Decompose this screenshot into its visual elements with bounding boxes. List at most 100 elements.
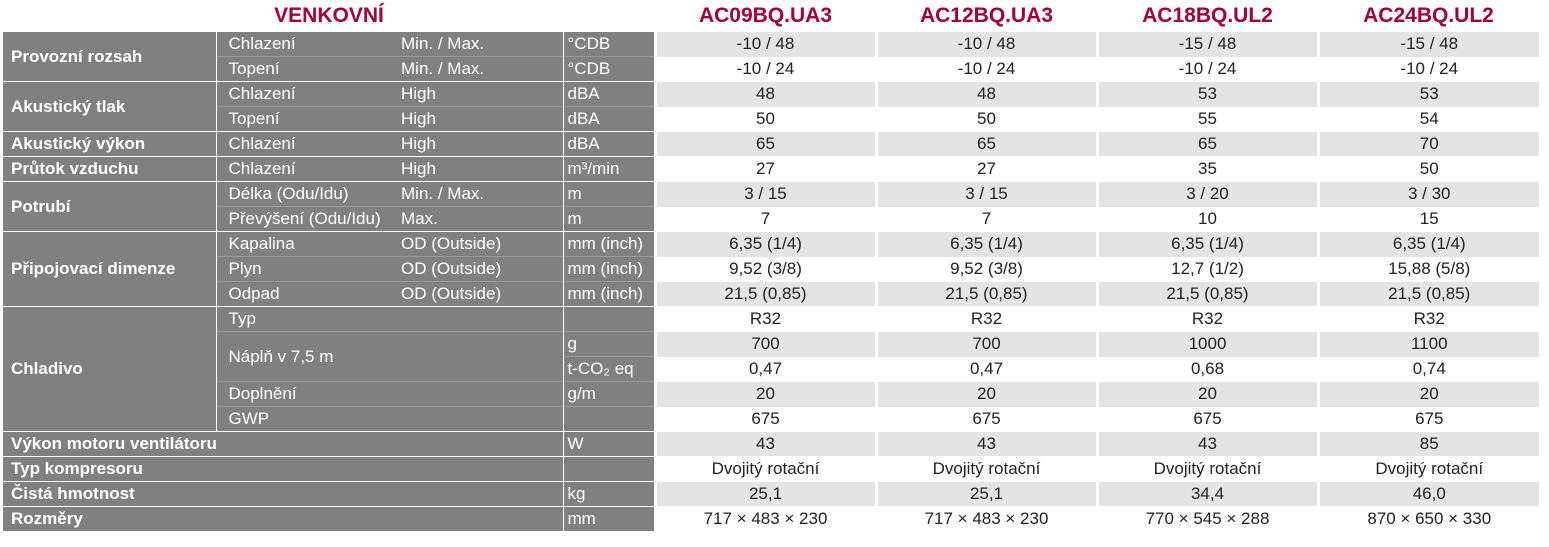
unit: dBA [562, 106, 655, 132]
value: 870 × 650 × 330 [1316, 506, 1539, 531]
sub-label: Kapalina [216, 231, 389, 257]
section-title: VENKOVNÍ [274, 3, 384, 27]
value: 65 [653, 131, 876, 157]
table-row: Potrubí Délka (Odu/Idu) Min. / Max. m 3 / 15… [3, 181, 1539, 232]
sub-label: Typ [216, 306, 389, 332]
value: 0,74 [1316, 356, 1539, 382]
value: 3 / 15 [653, 181, 876, 207]
condition: Min. / Max. [389, 31, 563, 57]
group-label: Čistá hmotnost [3, 481, 564, 507]
value: 46,0 [1316, 481, 1539, 507]
value: 1000 [1095, 331, 1318, 357]
value: 25,1 [653, 481, 876, 507]
value: 43 [874, 431, 1097, 457]
value: 7 [874, 206, 1097, 232]
group-label: Potrubí [3, 181, 217, 232]
unit: t-CO₂ eq [562, 356, 655, 382]
value: -15 / 48 [1316, 31, 1539, 57]
sub-label: Plyn [216, 256, 389, 282]
sub-label: Chlazení [216, 131, 389, 157]
condition [389, 381, 563, 407]
value: 20 [653, 381, 876, 407]
value: 675 [874, 406, 1097, 432]
sub-label: Topení [216, 56, 389, 82]
value: 3 / 30 [1316, 181, 1539, 207]
unit: mm (inch) [562, 256, 655, 282]
value: R32 [1316, 306, 1539, 332]
table-row: Plyn OD (Outside) mm (inch) 9,52 (3/8) 9,52 … [3, 256, 1539, 282]
value: 50 [874, 106, 1097, 132]
unit: m³/min [562, 156, 655, 182]
value: 3 / 20 [1095, 181, 1318, 207]
table-row: Akustický tlak Chlazení High dBA 48 48 53 53 [3, 81, 1539, 132]
unit [562, 306, 655, 332]
value: 21,5 (0,85) [1316, 281, 1539, 307]
value: 6,35 (1/4) [1095, 231, 1318, 257]
value: 50 [653, 106, 876, 132]
value: 55 [1095, 106, 1318, 132]
condition: OD (Outside) [389, 256, 563, 282]
value: -10 / 24 [1095, 56, 1318, 82]
model-header: AC24BQ.UL2 [1363, 3, 1494, 27]
value: 7 [653, 206, 876, 232]
value: 700 [653, 331, 876, 357]
value: 20 [874, 381, 1097, 407]
value: 35 [1095, 156, 1318, 182]
value: 10 [1095, 206, 1318, 232]
condition: High [389, 106, 563, 132]
value: 70 [1316, 131, 1539, 157]
table-row: Odpad OD (Outside) mm (inch) 21,5 (0,85) 21,… [3, 281, 1539, 307]
group-label: Rozměry [3, 506, 564, 531]
value: 65 [874, 131, 1097, 157]
unit: dBA [562, 131, 655, 157]
value: 675 [653, 406, 876, 432]
table-row: Akustický výkon Chlazení High dBA 65 65 65 70 [3, 131, 1539, 157]
sub-label: Délka (Odu/Idu) [216, 181, 389, 207]
value: 20 [1316, 381, 1539, 407]
value: 20 [1095, 381, 1318, 407]
condition: Min. / Max. [389, 56, 563, 82]
sub-label: GWP [216, 406, 389, 432]
value: 15 [1316, 206, 1539, 232]
group-label: Akustický tlak [3, 81, 217, 132]
value: 53 [1095, 81, 1318, 107]
table-row: Čistá hmotnost kg 25,1 25,1 34,4 46,0 [3, 481, 1539, 507]
value: 53 [1316, 81, 1539, 107]
value: 12,7 (1/2) [1095, 256, 1318, 282]
unit: m [562, 206, 655, 232]
sub-label: Odpad [216, 281, 389, 307]
table-row: Chladivo Typ R32 R32 R32 R32 [3, 306, 1539, 432]
group-label: Typ kompresoru [3, 456, 564, 482]
value: 0,47 [874, 356, 1097, 382]
value: R32 [1095, 306, 1318, 332]
value: 50 [1316, 156, 1539, 182]
value: 21,5 (0,85) [874, 281, 1097, 307]
table-row: Připojovací dimenze Kapalina OD (Outside) m… [3, 231, 1539, 307]
condition [389, 406, 563, 432]
value: 21,5 (0,85) [653, 281, 876, 307]
value: 25,1 [874, 481, 1097, 507]
value: 27 [874, 156, 1097, 182]
value: 6,35 (1/4) [1316, 231, 1539, 257]
unit [562, 456, 655, 482]
value: 770 × 545 × 288 [1095, 506, 1318, 531]
value: 65 [1095, 131, 1318, 157]
value: 43 [653, 431, 876, 457]
value: 0,68 [1095, 356, 1318, 382]
value: 21,5 (0,85) [1095, 281, 1318, 307]
sub-label: Topení [216, 106, 389, 132]
value: 700 [874, 331, 1097, 357]
value: -10 / 48 [653, 31, 876, 57]
value: Dvojitý rotační [874, 456, 1097, 482]
table-body: Provozní rozsah Chlazení Min. / Max. °CDB -1… [3, 31, 1539, 531]
value: Dvojitý rotační [1095, 456, 1318, 482]
value: 15,88 (5/8) [1316, 256, 1539, 282]
unit: mm (inch) [562, 281, 655, 307]
value: 0,47 [653, 356, 876, 382]
unit [562, 406, 655, 432]
condition: OD (Outside) [389, 281, 563, 307]
table-row: Topení Min. / Max. °CDB -10 / 24 -10 / 24 -10… [3, 56, 1539, 82]
group-label: Akustický výkon [3, 131, 217, 157]
unit: °CDB [562, 56, 655, 82]
